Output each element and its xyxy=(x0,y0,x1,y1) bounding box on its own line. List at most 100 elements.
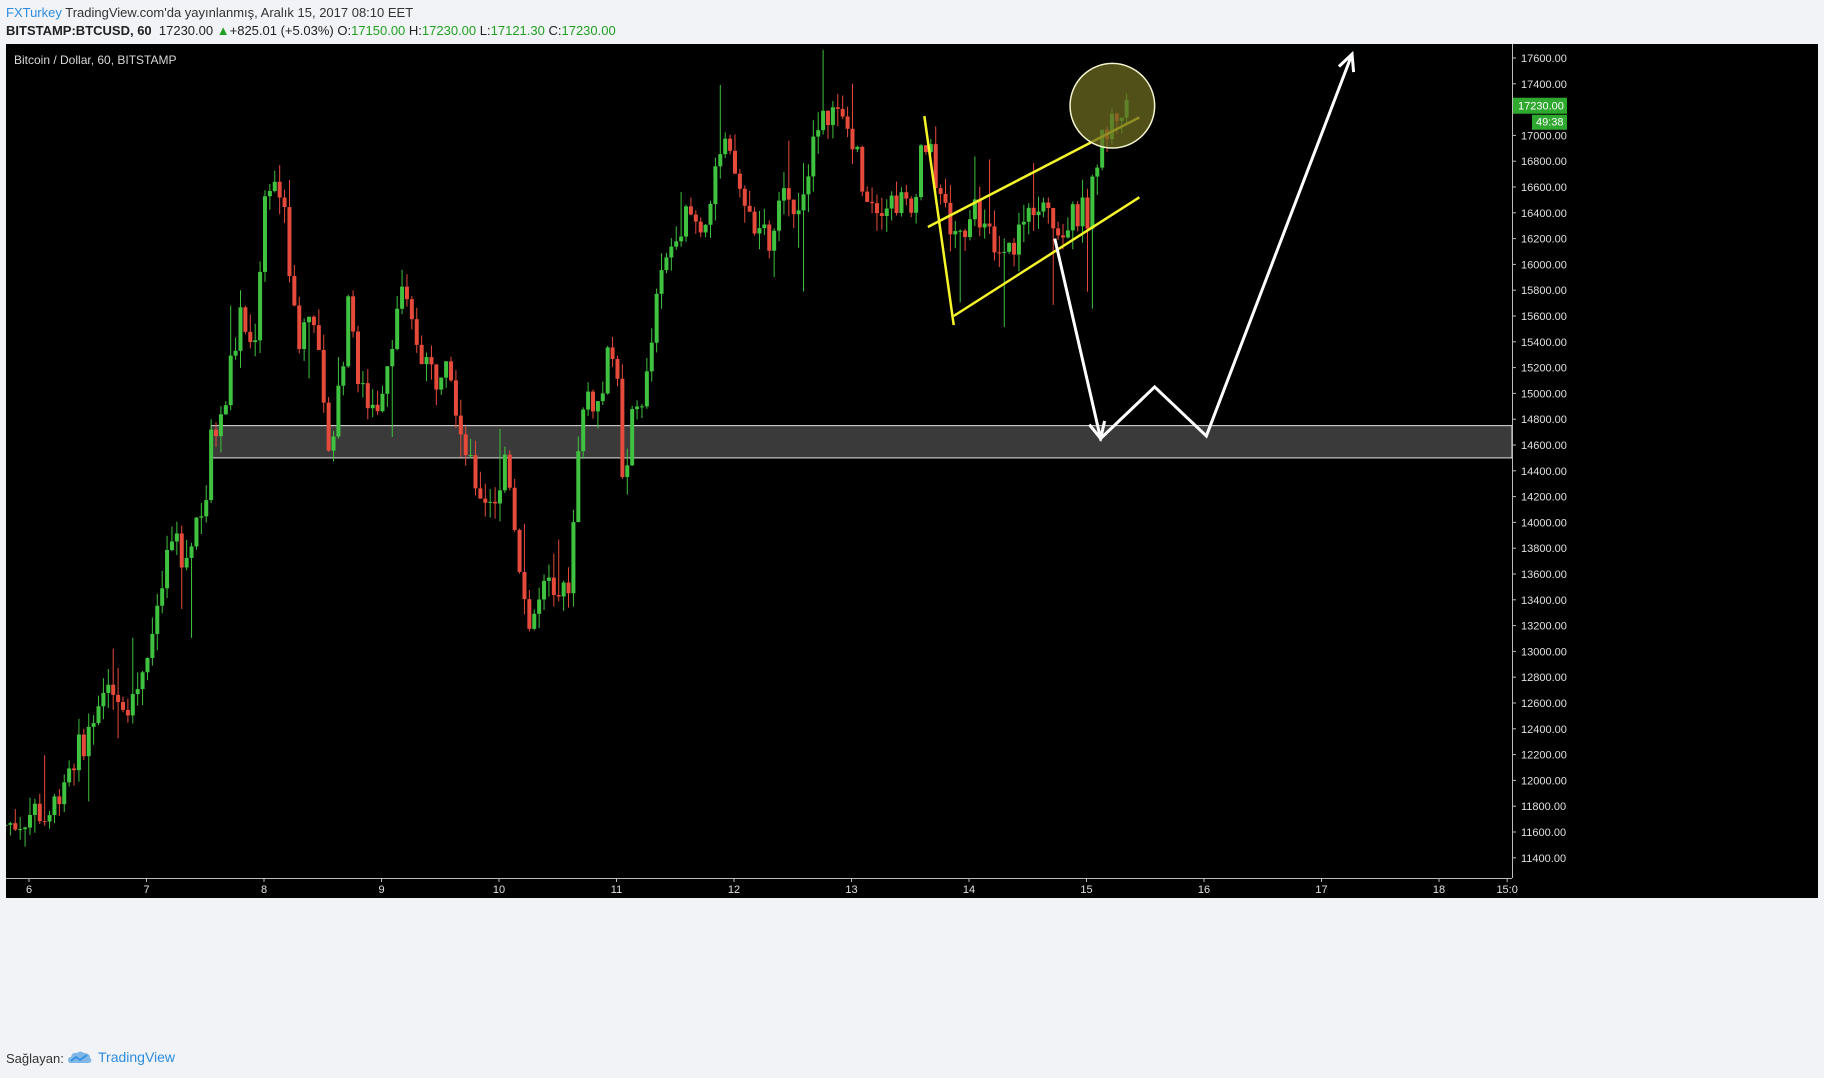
candle-body xyxy=(497,490,502,504)
candle xyxy=(72,763,77,786)
candle-body xyxy=(395,308,400,349)
candle-body xyxy=(855,146,860,150)
candle xyxy=(914,193,919,224)
candle-body xyxy=(439,377,444,390)
candle xyxy=(336,357,341,439)
candle xyxy=(938,184,943,205)
candle xyxy=(742,185,747,223)
candle-body xyxy=(537,599,542,614)
candle-body xyxy=(860,146,865,192)
candle xyxy=(111,648,116,710)
candle xyxy=(32,798,37,833)
publish-info: FXTurkey TradingView.com'da yayınlanmış,… xyxy=(6,5,413,20)
candle-body xyxy=(130,694,135,716)
candle xyxy=(737,169,742,198)
candle-body xyxy=(326,402,331,451)
candle-body xyxy=(512,487,517,530)
candle-body xyxy=(507,454,512,488)
candle-body xyxy=(140,672,145,690)
candle xyxy=(101,678,106,720)
candle-body xyxy=(179,533,184,568)
time-tick-label: 8 xyxy=(261,884,267,896)
candle-body xyxy=(444,361,449,378)
candle-body xyxy=(3,824,8,826)
candle-body xyxy=(473,455,478,489)
candle xyxy=(1056,221,1061,240)
candle xyxy=(404,274,409,307)
chart-area[interactable]: 11400.00 11600.00 11800.00 12000.00 12200.00… xyxy=(3,44,1818,1042)
candle xyxy=(777,191,782,242)
candlestick-chart[interactable]: 11400.00 11600.00 11800.00 12000.00 12200.00… xyxy=(3,44,1818,1042)
candle xyxy=(595,401,600,429)
candle xyxy=(502,446,507,494)
candle-body xyxy=(967,219,972,238)
candle-body xyxy=(801,194,806,211)
candle xyxy=(18,816,23,840)
candle xyxy=(277,165,282,215)
candle xyxy=(62,774,67,813)
candle-body xyxy=(615,359,620,379)
tradingview-cloud-icon xyxy=(68,1051,92,1063)
candle xyxy=(57,788,62,816)
candle-body xyxy=(649,342,654,372)
candle xyxy=(390,340,395,438)
price-tick-label: 16200.00 xyxy=(1521,234,1567,246)
candle xyxy=(233,337,238,360)
candle-body xyxy=(13,823,18,830)
candle xyxy=(639,403,644,419)
time-tick-label: 6 xyxy=(26,884,32,896)
candle-body xyxy=(669,246,674,258)
candle-body xyxy=(52,796,57,816)
candle xyxy=(223,401,228,415)
price-tick-label: 11600.00 xyxy=(1521,827,1566,839)
candle-body xyxy=(958,230,963,232)
candle-body xyxy=(909,198,914,213)
candle xyxy=(346,294,351,368)
price-tick-label: 13800.00 xyxy=(1521,543,1567,555)
candle-body xyxy=(987,223,992,227)
candle-body xyxy=(449,361,454,381)
candle-body xyxy=(360,383,365,385)
candle-body xyxy=(116,694,121,702)
candle-body xyxy=(243,307,248,332)
candle-body xyxy=(591,391,595,412)
candle xyxy=(160,570,165,614)
candle-body xyxy=(527,599,532,629)
candle-body xyxy=(62,782,67,805)
candle-body xyxy=(605,347,610,394)
candle xyxy=(909,196,914,218)
candle-body xyxy=(96,706,101,724)
candle-body xyxy=(732,150,737,174)
candle xyxy=(723,132,728,159)
time-axis[interactable]: 6 7 8 9 10 11 12 13 14 15 16 17 18 15:0 xyxy=(6,878,1818,898)
candle xyxy=(904,184,909,206)
candle-body xyxy=(576,451,581,523)
candle-body xyxy=(532,613,537,629)
candle xyxy=(801,163,806,292)
candle xyxy=(561,580,566,611)
candle xyxy=(262,190,267,282)
candle-body xyxy=(316,325,321,350)
candle xyxy=(370,389,375,418)
candle xyxy=(331,431,336,462)
candle xyxy=(409,296,414,330)
candle xyxy=(218,406,223,453)
candle xyxy=(1046,197,1051,224)
author-link[interactable]: FXTurkey xyxy=(6,5,62,20)
candle xyxy=(693,210,698,234)
candle-body xyxy=(654,293,659,343)
price-axis[interactable]: 11400.00 11600.00 11800.00 12000.00 12200.00… xyxy=(1512,44,1818,878)
candle-body xyxy=(1007,242,1012,252)
tradingview-link[interactable]: TradingView xyxy=(68,1049,175,1065)
price-tick-label: 16600.00 xyxy=(1521,182,1567,194)
candle-body xyxy=(963,230,968,238)
candle-body xyxy=(904,192,909,199)
candle xyxy=(605,345,610,395)
candle xyxy=(189,542,194,638)
candle-body xyxy=(703,224,708,233)
time-tick-label: 15:0 xyxy=(1496,884,1517,896)
candle-body xyxy=(796,210,801,215)
current-price-tag-label: 17230.00 xyxy=(1518,101,1564,113)
candle xyxy=(365,369,370,420)
candle xyxy=(267,183,272,210)
